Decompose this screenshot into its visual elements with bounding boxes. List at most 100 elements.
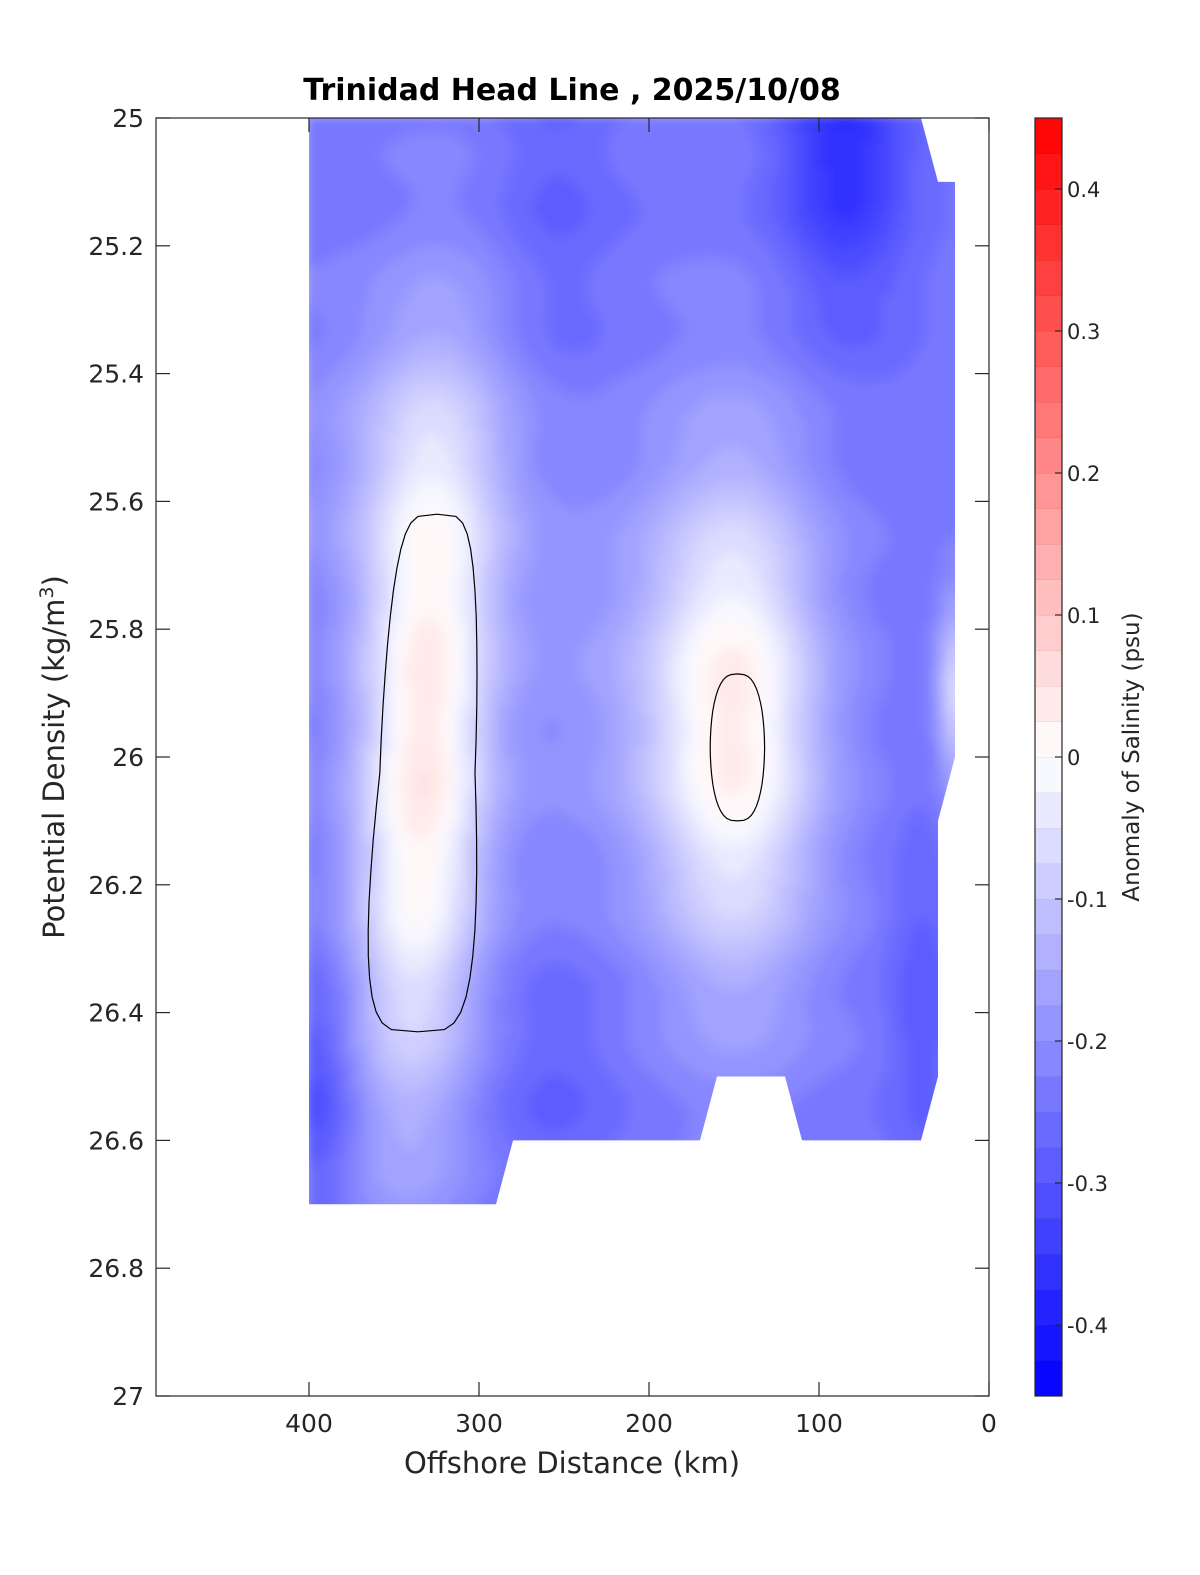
contour-cell: [377, 334, 385, 339]
contour-cell: [329, 219, 337, 224]
contour-cell: [309, 199, 317, 205]
contour-cell: [329, 529, 337, 534]
contour-cell: [349, 176, 358, 182]
contour-cell: [343, 993, 351, 998]
contour-cell: [349, 253, 358, 258]
contour-cell: [329, 702, 337, 707]
contour-cell: [404, 1208, 411, 1212]
contour-cell: [356, 636, 364, 642]
contour-cell: [383, 483, 392, 488]
contour-cell: [309, 698, 317, 703]
contour-cell: [383, 498, 392, 504]
contour-cell: [404, 173, 412, 178]
contour-cell: [309, 472, 317, 477]
contour-cell: [336, 372, 344, 377]
contour-cell: [370, 418, 378, 423]
contour-cell: [349, 437, 358, 442]
contour-cell: [336, 169, 344, 174]
contour-cell: [343, 479, 351, 485]
contour-cell: [336, 1027, 344, 1033]
contour-cell: [390, 399, 398, 404]
contour-cell: [363, 878, 371, 883]
contour-cell: [343, 924, 351, 929]
contour-cell: [397, 679, 405, 684]
contour-cell: [397, 452, 405, 458]
contour-cell: [322, 514, 330, 519]
contour-cell: [336, 613, 344, 619]
contour-cell: [356, 1039, 364, 1044]
contour-cell: [343, 330, 351, 335]
contour-cell: [390, 943, 398, 948]
contour-cell: [411, 268, 419, 274]
contour-cell: [411, 364, 419, 370]
contour-cell: [329, 947, 337, 952]
contour-cell: [323, 1212, 330, 1216]
contour-cell: [370, 165, 378, 170]
contour-cell: [356, 556, 364, 561]
contour-cell: [411, 1016, 419, 1021]
contour-cell: [329, 648, 337, 653]
contour-cell: [322, 1027, 330, 1033]
contour-cell: [383, 782, 392, 787]
contour-cell: [383, 1162, 392, 1167]
contour-cell: [315, 713, 324, 718]
contour-cell: [397, 1231, 404, 1235]
contour-cell: [390, 357, 398, 362]
contour-cell: [309, 1146, 310, 1152]
contour-cell: [390, 284, 398, 289]
contour-cell: [356, 514, 364, 519]
contour-cell: [383, 429, 392, 435]
contour-cell: [329, 633, 337, 638]
contour-cell: [322, 978, 330, 983]
contour-cell: [383, 767, 392, 772]
contour-cell: [397, 472, 405, 477]
contour-cell: [329, 1081, 337, 1086]
contour-cell: [377, 886, 385, 891]
contour-cell: [404, 1050, 412, 1056]
contour-cell: [322, 548, 330, 554]
contour-cell: [383, 981, 392, 987]
contour-cell: [349, 514, 358, 519]
contour-cell: [383, 721, 392, 726]
contour-cell: [397, 644, 405, 649]
contour-cell: [343, 790, 351, 795]
contour-cell: [315, 694, 324, 699]
contour-cell: [370, 196, 378, 201]
contour-cell: [377, 173, 385, 178]
contour-cell: [363, 1085, 371, 1090]
contour-cell: [309, 633, 310, 638]
contour-cell: [363, 1158, 371, 1163]
contour-cell: [309, 606, 317, 611]
contour-cell: [349, 805, 358, 810]
contour-cell: [390, 809, 398, 814]
contour-cell: [336, 280, 344, 285]
contour-cell: [404, 134, 412, 139]
contour-cell: [349, 295, 358, 300]
contour-cell: [309, 874, 310, 879]
contour-cell: [309, 828, 310, 833]
contour-cell: [309, 690, 317, 695]
contour-cell: [349, 341, 358, 347]
contour-cell: [356, 652, 364, 657]
contour-cell: [390, 311, 398, 316]
contour-cell: [343, 859, 351, 864]
contour-cell: [322, 675, 330, 680]
contour-cell: [309, 1043, 310, 1048]
contour-cell: [377, 295, 385, 300]
contour-cell: [343, 1024, 351, 1029]
contour-cell: [383, 958, 392, 964]
contour-cell: [390, 138, 398, 143]
contour-cell: [343, 1120, 351, 1125]
contour-cell: [322, 1104, 330, 1109]
contour-cell: [309, 748, 310, 753]
contour-cell: [383, 1001, 392, 1006]
contour-cell: [343, 1108, 351, 1113]
contour-cell: [383, 165, 392, 170]
contour-cell: [363, 112, 370, 116]
contour-cell: [390, 268, 398, 274]
contour-cell: [356, 153, 364, 159]
contour-cell: [349, 1016, 358, 1021]
contour-cell: [329, 452, 337, 458]
contour-cell: [309, 824, 310, 830]
contour-cell: [322, 130, 330, 136]
